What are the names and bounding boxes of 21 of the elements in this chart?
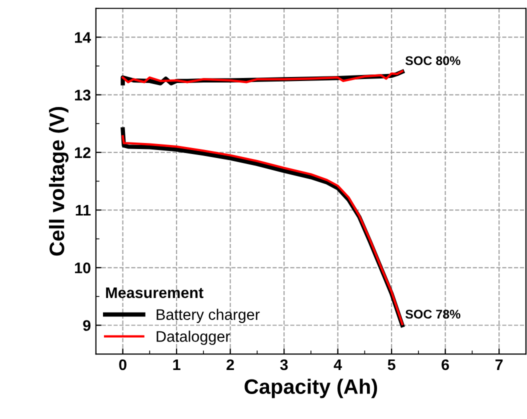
x-tick-label: 6 bbox=[442, 359, 450, 370]
legend-label: Datalogger bbox=[156, 330, 230, 345]
x-tick-label: 0 bbox=[119, 359, 126, 370]
annotation: SOC 78% bbox=[405, 310, 460, 319]
x-tick-label: 3 bbox=[280, 359, 288, 370]
y-tick-label: 12 bbox=[75, 147, 90, 158]
x-tick-label: 1 bbox=[173, 359, 180, 370]
x-axis-title: Capacity (Ah) bbox=[244, 378, 378, 398]
y-tick-label: 11 bbox=[76, 205, 91, 216]
y-tick-label: 14 bbox=[75, 32, 91, 43]
y-tick-label: 10 bbox=[75, 262, 90, 274]
legend-title: Measurement bbox=[106, 287, 204, 298]
annotation: SOC 80% bbox=[405, 56, 460, 66]
legend-label: Battery charger bbox=[156, 308, 260, 324]
y-tick-label: 9 bbox=[83, 320, 90, 331]
x-tick-label: 2 bbox=[226, 359, 234, 370]
y-axis-title: Cell voltage (V) bbox=[48, 107, 69, 256]
x-tick-label: 5 bbox=[388, 359, 396, 370]
y-tick-label: 13 bbox=[75, 90, 90, 101]
x-tick-label: 4 bbox=[334, 359, 342, 370]
x-tick-label: 7 bbox=[495, 359, 503, 370]
